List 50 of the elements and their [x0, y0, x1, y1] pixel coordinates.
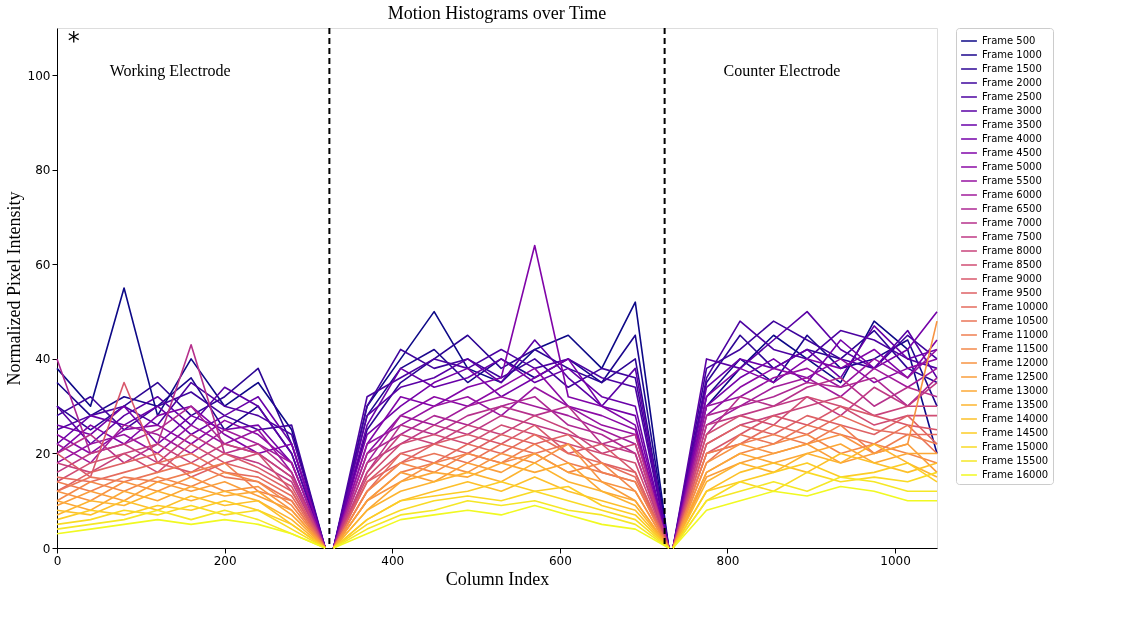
- legend-label: Frame 500: [982, 35, 1036, 46]
- legend-label: Frame 5500: [982, 175, 1042, 186]
- annotation: *: [67, 27, 80, 56]
- x-tick-label: 200: [213, 553, 237, 568]
- legend-label: Frame 15500: [982, 455, 1049, 466]
- legend-label: Frame 13500: [982, 399, 1049, 410]
- legend-label: Frame 10000: [982, 301, 1049, 312]
- legend-label: Frame 12000: [982, 357, 1049, 368]
- y-axis-title: Normalized Pixel Intensity: [3, 191, 24, 386]
- x-tick-label: 800: [716, 553, 740, 568]
- legend-label: Frame 2500: [982, 91, 1042, 102]
- legend-label: Frame 10500: [982, 315, 1049, 326]
- legend-label: Frame 11000: [982, 329, 1049, 340]
- legend-label: Frame 8500: [982, 259, 1042, 270]
- x-tick-label: 1000: [880, 553, 911, 568]
- chart-title: Motion Histograms over Time: [387, 3, 607, 23]
- x-tick-label: 400: [381, 553, 405, 568]
- legend-label: Frame 7000: [982, 217, 1042, 228]
- y-tick-label: 60: [35, 257, 51, 272]
- legend-label: Frame 7500: [982, 231, 1042, 242]
- y-tick-label: 20: [35, 446, 51, 461]
- x-tick-label: 0: [53, 553, 62, 568]
- legend-label: Frame 1000: [982, 49, 1042, 60]
- y-tick-label: 0: [42, 541, 51, 556]
- legend-label: Frame 2000: [982, 77, 1042, 88]
- x-tick-label: 600: [548, 553, 572, 568]
- legend-label: Frame 6500: [982, 203, 1042, 214]
- annotation: Counter Electrode: [723, 61, 841, 79]
- legend-label: Frame 1500: [982, 63, 1042, 74]
- legend-label: Frame 3500: [982, 119, 1042, 130]
- y-tick-label: 40: [35, 352, 51, 367]
- legend-label: Frame 9500: [982, 287, 1042, 298]
- legend-label: Frame 15000: [982, 441, 1049, 452]
- legend-label: Frame 8000: [982, 245, 1042, 256]
- y-tick-label: 100: [27, 68, 51, 83]
- legend-label: Frame 9000: [982, 273, 1042, 284]
- annotation: Working Electrode: [109, 61, 231, 80]
- legend-label: Frame 4500: [982, 147, 1042, 158]
- legend-label: Frame 4000: [982, 133, 1042, 144]
- legend-label: Frame 6000: [982, 189, 1042, 200]
- legend-label: Frame 16000: [982, 469, 1049, 480]
- legend-label: Frame 12500: [982, 371, 1049, 382]
- legend-label: Frame 14500: [982, 427, 1049, 438]
- legend-label: Frame 11500: [982, 343, 1049, 354]
- legend-label: Frame 3000: [982, 105, 1042, 116]
- y-tick-label: 80: [35, 163, 51, 178]
- legend-label: Frame 13000: [982, 385, 1049, 396]
- legend-label: Frame 14000: [982, 413, 1049, 424]
- legend-label: Frame 5000: [982, 161, 1042, 172]
- x-axis-title: Column Index: [445, 568, 550, 589]
